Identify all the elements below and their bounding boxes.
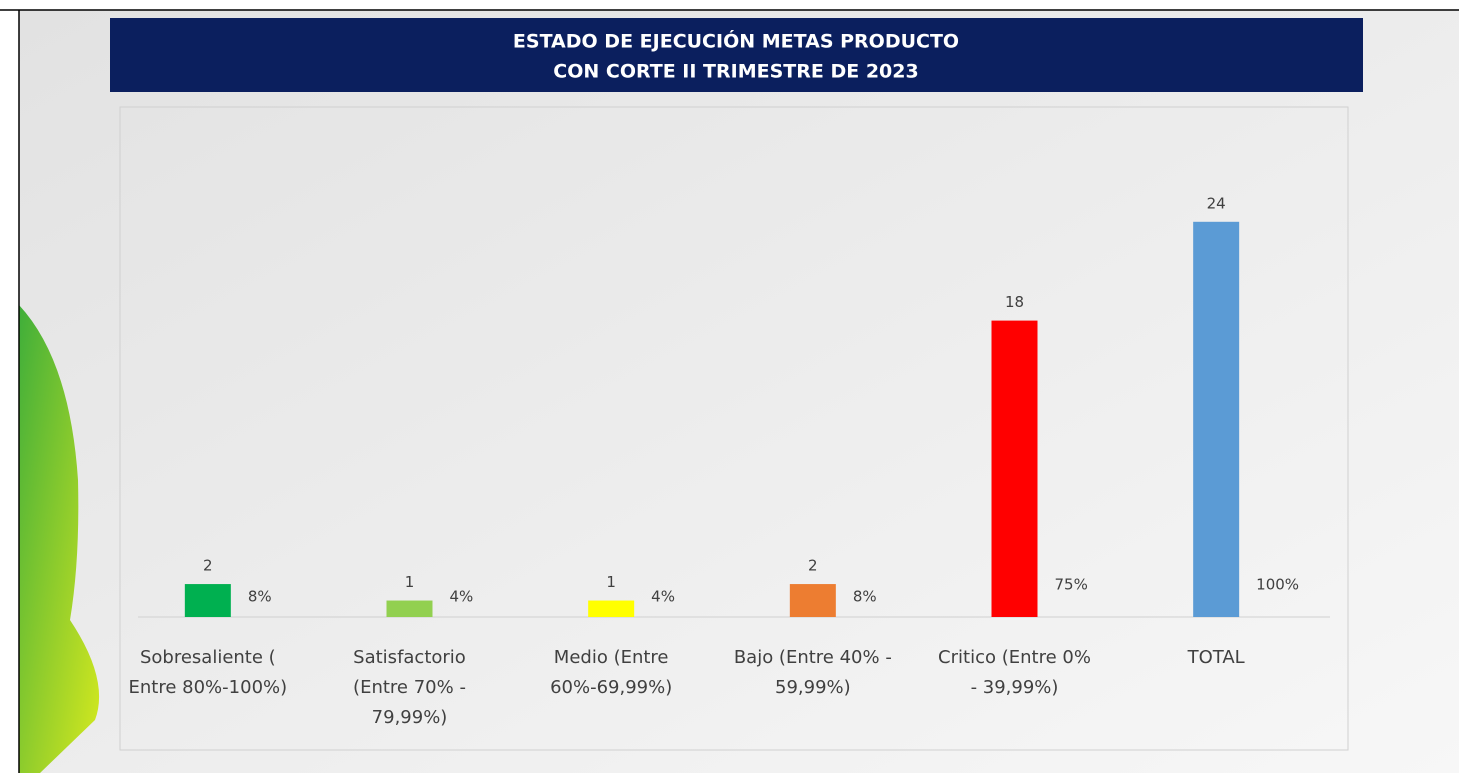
bar	[790, 584, 836, 617]
x-tick-label: Critico (Entre 0%	[938, 647, 1091, 668]
percent-label: 8%	[248, 588, 272, 606]
percent-label: 4%	[450, 588, 474, 606]
x-tick-label: Sobresaliente (	[140, 647, 276, 668]
x-tick-label: TOTAL	[1187, 647, 1245, 668]
bar	[992, 321, 1038, 617]
bar	[185, 584, 231, 617]
data-label: 1	[606, 573, 616, 591]
chart-title: CON CORTE II TRIMESTRE DE 2023	[553, 61, 918, 83]
x-tick-label: 60%-69,99%)	[550, 677, 672, 698]
percent-label: 4%	[651, 588, 675, 606]
x-tick-label: Satisfactorio	[353, 647, 466, 668]
data-label: 2	[203, 557, 213, 575]
data-label: 2	[808, 557, 818, 575]
x-tick-label: Entre 80%-100%)	[129, 677, 288, 698]
x-tick-label: 59,99%)	[775, 677, 851, 698]
chart-title: ESTADO DE EJECUCIÓN METAS PRODUCTO	[513, 29, 959, 53]
x-tick-label: - 39,99%)	[971, 677, 1059, 698]
x-tick-label: Bajo (Entre 40% -	[734, 647, 892, 668]
bar	[387, 601, 433, 617]
bar	[1193, 222, 1239, 617]
x-tick-label: (Entre 70% -	[353, 677, 466, 698]
percent-label: 100%	[1256, 576, 1299, 594]
bar	[588, 601, 634, 617]
percent-label: 75%	[1055, 576, 1088, 594]
data-label: 18	[1005, 293, 1024, 311]
data-label: 24	[1207, 194, 1226, 212]
x-tick-label: 79,99%)	[372, 707, 448, 728]
percent-label: 8%	[853, 588, 877, 606]
chart: ESTADO DE EJECUCIÓN METAS PRODUCTO CON C…	[0, 0, 1459, 773]
page: ESTADO DE EJECUCIÓN METAS PRODUCTO CON C…	[0, 0, 1459, 777]
x-tick-label: Medio (Entre	[554, 647, 669, 668]
data-label: 1	[405, 573, 415, 591]
